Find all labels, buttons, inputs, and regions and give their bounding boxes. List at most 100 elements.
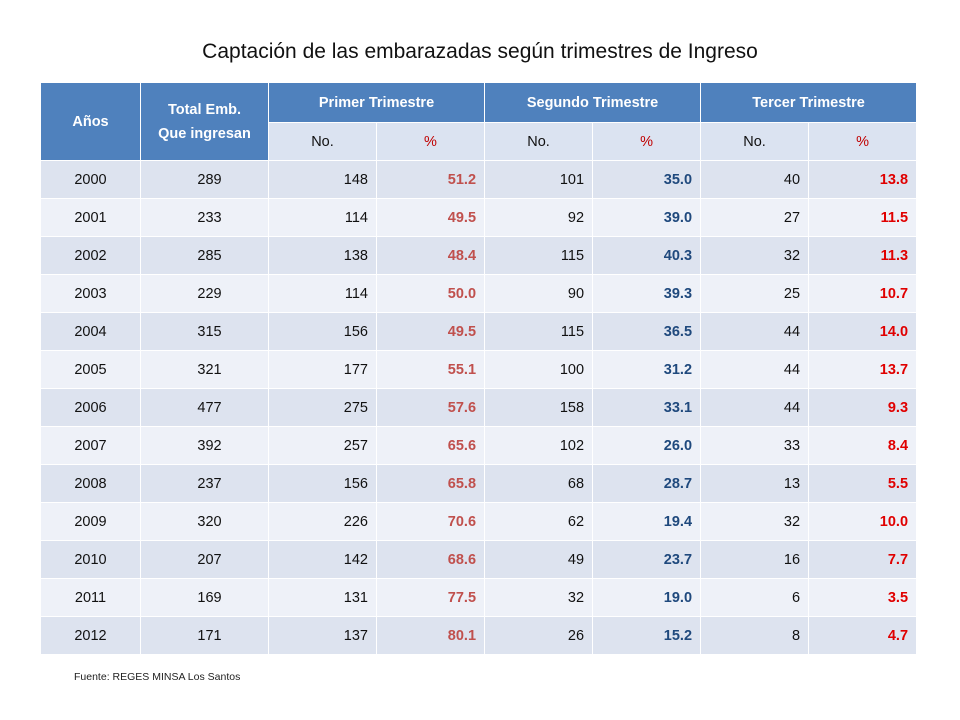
cell-third-pct: 10.0: [808, 502, 918, 541]
header-third-trimester: Tercer Trimestre: [700, 82, 918, 123]
cell-total: 285: [140, 236, 269, 275]
cell-second-pct: 40.3: [592, 236, 702, 275]
cell-total: 237: [140, 464, 269, 503]
cell-first-pct: 80.1: [375, 616, 486, 655]
header-first-trimester: Primer Trimestre: [267, 82, 486, 123]
cell-second-no: 32: [484, 578, 594, 617]
table-row: 2002 285 138 48.4 115 40.3 32 11.3: [40, 236, 918, 275]
header-total: Total Emb. Que ingresan: [140, 82, 269, 161]
cell-second-pct: 15.2: [592, 616, 702, 655]
table-row: 2007 392 257 65.6 102 26.0 33 8.4: [40, 426, 918, 465]
header-total-line2: Que ingresan: [158, 125, 251, 142]
cell-year: 2005: [40, 350, 141, 389]
cell-first-no: 226: [268, 502, 377, 541]
cell-year: 2008: [40, 464, 141, 503]
cell-third-no: 25: [700, 274, 810, 313]
cell-third-pct: 4.7: [808, 616, 918, 655]
cell-total: 233: [140, 198, 269, 237]
cell-second-no: 62: [484, 502, 594, 541]
cell-first-pct: 55.1: [375, 350, 486, 389]
cell-first-pct: 68.6: [375, 540, 486, 579]
trimester-table: Años Total Emb. Que ingresan Primer Trim…: [40, 82, 918, 655]
cell-second-pct: 39.3: [592, 274, 702, 313]
header-years: Años: [40, 82, 141, 161]
cell-first-pct: 57.6: [375, 388, 486, 427]
table-row: 2005 321 177 55.1 100 31.2 44 13.7: [40, 350, 918, 389]
cell-third-no: 13: [700, 464, 810, 503]
cell-second-no: 100: [484, 350, 594, 389]
table-subheader-row: No. % No. % No. %: [41, 122, 918, 161]
cell-first-no: 156: [268, 464, 377, 503]
cell-second-no: 92: [484, 198, 594, 237]
header-total-line1: Total Emb.: [167, 101, 242, 118]
cell-third-no: 44: [700, 388, 810, 427]
subheader-pct: %: [808, 122, 918, 161]
cell-second-pct: 33.1: [592, 388, 702, 427]
table-row: 2003 229 114 50.0 90 39.3 25 10.7: [40, 274, 918, 313]
cell-third-no: 32: [700, 502, 810, 541]
cell-first-no: 114: [268, 198, 377, 237]
cell-third-pct: 5.5: [808, 464, 918, 503]
cell-third-pct: 14.0: [808, 312, 918, 351]
cell-second-pct: 28.7: [592, 464, 702, 503]
cell-second-pct: 31.2: [592, 350, 702, 389]
cell-second-no: 102: [484, 426, 594, 465]
cell-year: 2001: [40, 198, 141, 237]
cell-second-pct: 23.7: [592, 540, 702, 579]
cell-first-pct: 51.2: [375, 160, 486, 199]
table-row: 2006 477 275 57.6 158 33.1 44 9.3: [40, 388, 918, 427]
cell-year: 2003: [40, 274, 141, 313]
table-row: 2008 237 156 65.8 68 28.7 13 5.5: [40, 464, 918, 503]
cell-year: 2006: [40, 388, 141, 427]
cell-first-pct: 65.6: [375, 426, 486, 465]
cell-total: 477: [140, 388, 269, 427]
cell-first-no: 138: [268, 236, 377, 275]
page-title: Captación de las embarazadas según trime…: [202, 40, 758, 63]
cell-total: 229: [140, 274, 269, 313]
header-second-trimester: Segundo Trimestre: [484, 82, 702, 123]
table-row: 2009 320 226 70.6 62 19.4 32 10.0: [40, 502, 918, 541]
cell-total: 315: [140, 312, 269, 351]
cell-total: 320: [140, 502, 269, 541]
cell-first-pct: 77.5: [375, 578, 486, 617]
cell-year: 2010: [40, 540, 141, 579]
cell-third-no: 33: [700, 426, 810, 465]
cell-first-no: 257: [268, 426, 377, 465]
cell-third-pct: 9.3: [808, 388, 918, 427]
cell-second-no: 101: [484, 160, 594, 199]
cell-second-pct: 19.4: [592, 502, 702, 541]
table-row: 2004 315 156 49.5 115 36.5 44 14.0: [40, 312, 918, 351]
cell-second-no: 90: [484, 274, 594, 313]
cell-third-pct: 10.7: [808, 274, 918, 313]
cell-first-pct: 70.6: [375, 502, 486, 541]
cell-second-no: 115: [484, 312, 594, 351]
subheader-no: No.: [700, 122, 810, 161]
cell-first-pct: 48.4: [375, 236, 486, 275]
cell-second-pct: 35.0: [592, 160, 702, 199]
cell-third-pct: 3.5: [808, 578, 918, 617]
cell-third-no: 32: [700, 236, 810, 275]
cell-second-no: 115: [484, 236, 594, 275]
table-header-row: Años Total Emb. Que ingresan Primer Trim…: [40, 82, 918, 161]
cell-third-pct: 13.8: [808, 160, 918, 199]
cell-year: 2002: [40, 236, 141, 275]
cell-third-no: 27: [700, 198, 810, 237]
cell-third-no: 6: [700, 578, 810, 617]
cell-first-no: 114: [268, 274, 377, 313]
cell-total: 171: [140, 616, 269, 655]
cell-total: 289: [140, 160, 269, 199]
table-row: 2000 289 148 51.2 101 35.0 40 13.8: [40, 160, 918, 199]
cell-first-no: 131: [268, 578, 377, 617]
table-row: 2001 233 114 49.5 92 39.0 27 11.5: [40, 198, 918, 237]
cell-first-pct: 50.0: [375, 274, 486, 313]
cell-second-no: 158: [484, 388, 594, 427]
cell-first-no: 142: [268, 540, 377, 579]
cell-third-no: 44: [700, 350, 810, 389]
cell-second-pct: 39.0: [592, 198, 702, 237]
cell-total: 321: [140, 350, 269, 389]
cell-year: 2011: [40, 578, 141, 617]
table-row: 2010 207 142 68.6 49 23.7 16 7.7: [40, 540, 918, 579]
cell-first-no: 156: [268, 312, 377, 351]
cell-third-pct: 11.5: [808, 198, 918, 237]
cell-first-pct: 49.5: [375, 198, 486, 237]
